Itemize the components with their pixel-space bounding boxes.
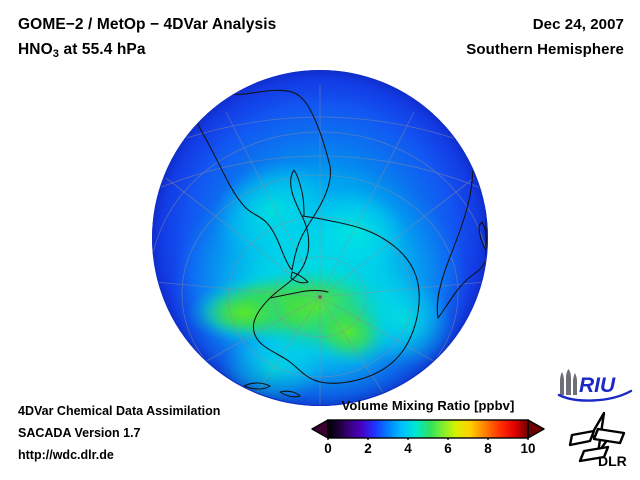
colorbar-low-cap (311, 419, 329, 439)
meridians (153, 84, 487, 406)
species-subscript: 3 (52, 48, 60, 61)
globe-outline (152, 70, 488, 406)
credit-line-assimilation: 4DVar Chemical Data Assimilation (18, 404, 221, 418)
coastline-island-group (243, 382, 271, 390)
pressure-level: at 55.4 hPa (59, 41, 146, 58)
credit-line-url[interactable]: http://wdc.dlr.de (18, 448, 114, 462)
colorbar-gradient (327, 419, 529, 439)
page-title: GOME−2 / MetOp − 4DVar Analysis (18, 16, 277, 33)
colorbar-tick-6: 6 (444, 441, 452, 456)
coastline-antarctica (253, 215, 420, 384)
colorbar-tick-4: 4 (404, 441, 412, 456)
header-left: GOME−2 / MetOp − 4DVar Analysis HNO3 at … (18, 12, 418, 64)
region-label: Southern Hemisphere (466, 41, 624, 58)
credits-block: 4DVar Chemical Data Assimilation SACADA … (18, 400, 308, 466)
coastline-ronne-ice-shelf (269, 289, 329, 299)
riu-spire-icon (560, 369, 577, 395)
colorbar-scale (311, 419, 545, 440)
credit-line-version: SACADA Version 1.7 (18, 426, 141, 440)
colorbar-tick-8: 8 (484, 441, 492, 456)
globe-data-field (152, 70, 488, 406)
dlr-pinwheel-icon (568, 411, 626, 463)
globe-map (152, 70, 488, 406)
riu-logo: RIU (557, 369, 633, 403)
header-right: Dec 24, 2007 Southern Hemisphere (324, 12, 624, 62)
colorbar-tick-10: 10 (520, 441, 536, 456)
species-pressure-label: HNO3 at 55.4 hPa (18, 37, 418, 64)
coastline-madagascar (478, 221, 488, 251)
colorbar-tick-0: 0 (324, 441, 332, 456)
date-label: Dec 24, 2007 (532, 16, 624, 33)
colorbar-high-cap (527, 419, 545, 439)
colorbar-tick-labels: 0 2 4 6 8 10 (310, 441, 546, 459)
coastline-island-small (279, 390, 301, 398)
coastline-south-america (190, 79, 332, 271)
riu-swoosh-icon (557, 389, 633, 402)
south-pole-marker (318, 295, 322, 299)
colorbar: Volume Mixing Ratio [ppbv] (310, 398, 546, 459)
colorbar-ticks (327, 438, 529, 440)
species-formula: HNO (18, 41, 53, 58)
colorbar-title: Volume Mixing Ratio [ppbv] (341, 398, 515, 413)
dlr-logo: DLR (568, 411, 634, 469)
dlr-wordmark: DLR (598, 453, 627, 469)
coastline-antarctic-peninsula (290, 169, 305, 217)
colorbar-tick-2: 2 (364, 441, 372, 456)
riu-wordmark: RIU (579, 374, 616, 397)
